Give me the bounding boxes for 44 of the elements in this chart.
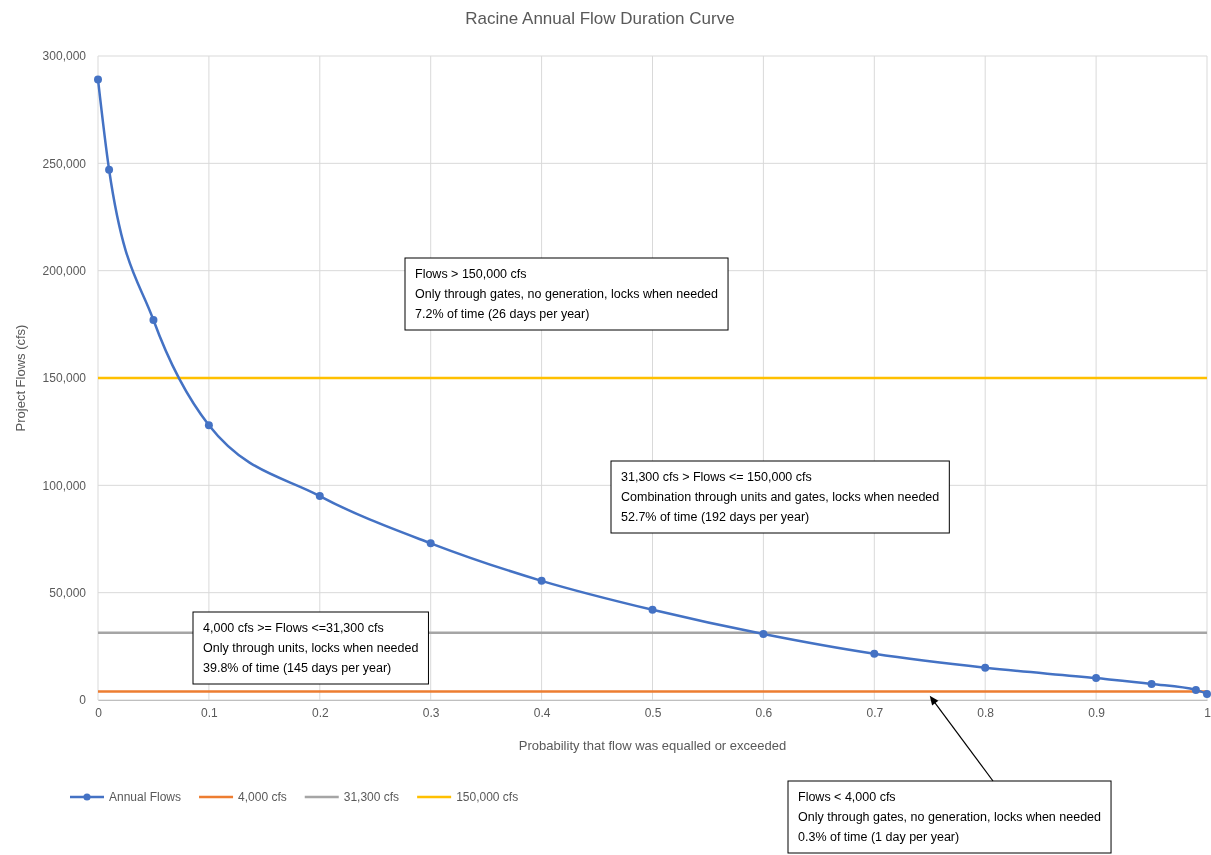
annotation: 31,300 cfs > Flows <= 150,000 cfs Combination through units and gates, locks when needed 52.7% of time (192 days per year) [621,470,940,524]
point [648,605,657,614]
point [426,539,435,548]
y-axis-title: Project Flows (cfs) [13,324,28,432]
x-tick-label: 0 [95,705,103,720]
point [1191,685,1200,694]
point [1092,674,1101,683]
point [315,492,324,501]
annotation: Flows > 150,000 cfs Only through gates, no generation, locks when needed 7.2% of time (26 days per year) [415,267,719,321]
legend-label: 150,000 cfs [456,790,519,804]
point [94,75,102,84]
x-tick-label: 0.6 [755,705,773,720]
x-tick-label: 0.5 [644,705,662,720]
x-tick-label: 0.3 [422,705,440,720]
point [149,316,158,325]
point [870,649,879,658]
x-tick-label: 0.7 [866,705,884,720]
x-tick-label: 0.2 [311,705,329,720]
x-tick-label: 0.9 [1088,705,1106,720]
legend-label: 31,300 cfs [343,790,400,804]
y-tick-label: 100,000 [42,478,87,493]
y-tick-label: 50,000 [49,586,87,601]
y-tick-label: 300,000 [42,49,87,64]
x-axis-title: Probability that flow was equalled or exceeded [518,738,787,753]
point [204,421,213,430]
x-tick-label: 0.4 [533,705,551,720]
legend-label: Annual Flows [109,790,182,804]
x-tick-label: 0.1 [201,705,219,720]
x-tick-label: 1 [1204,705,1211,720]
x-tick-label: 0.8 [977,705,995,720]
annotation: 4,000 cfs >= Flows <=31,300 cfs Only through units, locks when needed 39.8% of time (145 days per year) [203,621,419,675]
point [981,663,990,672]
point [1147,679,1156,688]
point [759,630,768,639]
point [105,165,114,174]
point [537,576,546,585]
legend-label: 4,000 cfs [238,790,287,804]
point [1203,690,1211,698]
y-tick-label: 150,000 [42,371,87,386]
y-tick-label: 200,000 [42,264,87,279]
annotation: Flows < 4,000 cfs Only through gates, no generation, locks when needed 0.3% of time (1 day per year) [798,790,1102,844]
y-tick-label: 0 [79,693,87,708]
y-tick-label: 250,000 [42,156,87,171]
chart-title: Racine Annual Flow Duration Curve [465,9,735,28]
